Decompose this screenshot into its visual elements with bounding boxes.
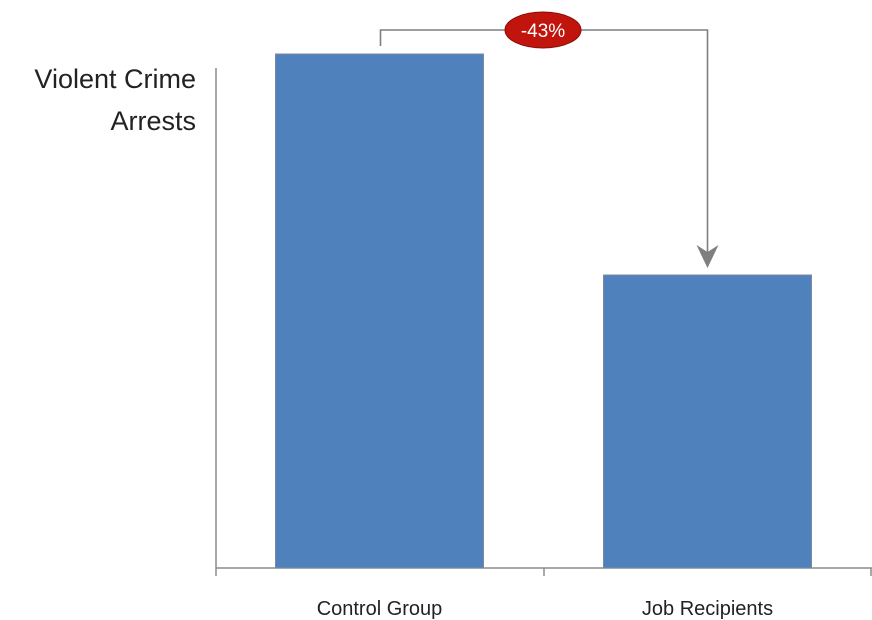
bar-job-recipients	[603, 274, 812, 569]
annotation-badge	[504, 11, 582, 49]
category-labels-group: Control Group Job Recipients	[317, 598, 773, 620]
y-axis-label-line-2: Arrests	[110, 106, 196, 136]
x-tick-label-control-group: Control Group	[317, 598, 443, 620]
y-axis-label: Violent Crime Arrests	[0, 58, 196, 142]
change-annotation: -43%	[379, 11, 719, 269]
y-axis-label-line-1: Violent Crime	[34, 64, 196, 94]
annotation-arrowhead	[696, 245, 719, 269]
annotation-badge-text: -43%	[521, 21, 565, 42]
bar-control-group	[275, 53, 484, 569]
bars-group	[275, 53, 812, 569]
x-tick-label-job-recipients: Job Recipients	[642, 598, 773, 620]
